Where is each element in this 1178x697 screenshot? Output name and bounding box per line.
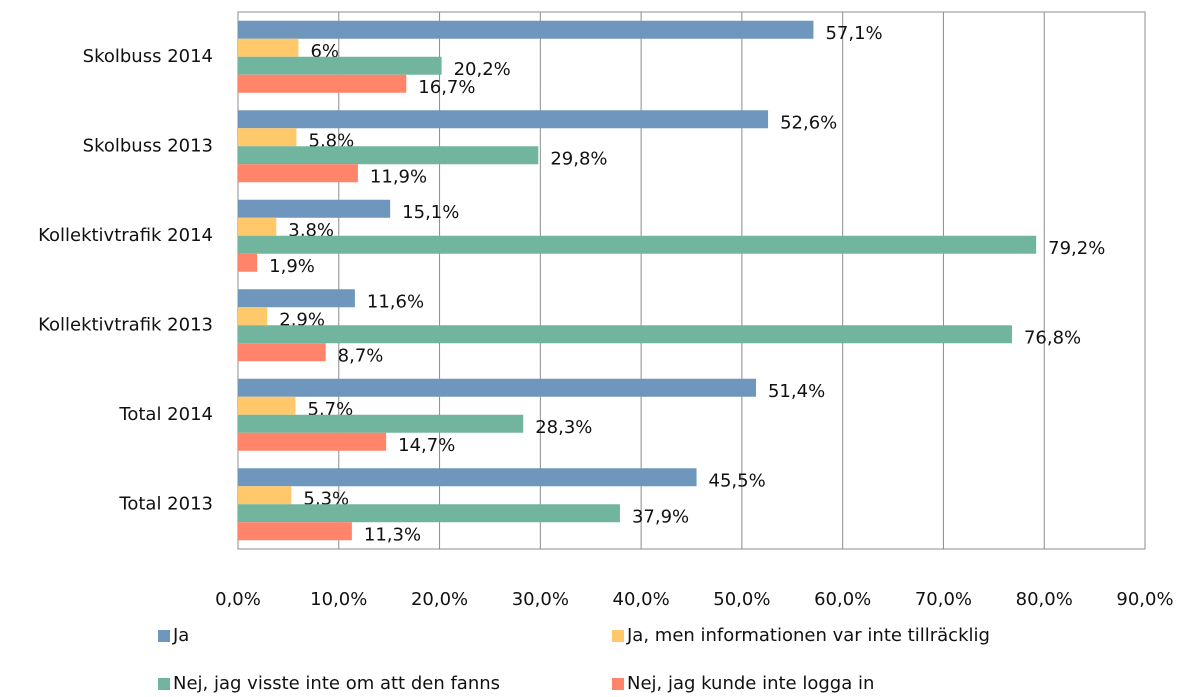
- value-label: 29,8%: [550, 148, 607, 169]
- bar: [238, 38, 299, 57]
- value-label: 16,7%: [418, 77, 475, 98]
- bar: [238, 325, 1012, 344]
- legend-label: Nej, jag kunde inte logga in: [627, 673, 874, 694]
- bar: [238, 235, 1037, 254]
- x-tick-label: 60,0%: [814, 589, 871, 610]
- x-tick-label: 10,0%: [310, 589, 367, 610]
- value-label: 52,6%: [780, 112, 837, 133]
- value-label: 6%: [310, 41, 339, 62]
- x-tick-label: 0,0%: [215, 589, 261, 610]
- value-label: 14,7%: [398, 435, 455, 456]
- value-label: 11,3%: [364, 524, 421, 545]
- legend-swatch: [612, 630, 624, 642]
- bar: [238, 522, 352, 541]
- x-tick-label: 40,0%: [613, 589, 670, 610]
- y-tick-label: Kollektivtrafik 2014: [38, 225, 213, 246]
- x-tick-label: 90,0%: [1116, 589, 1173, 610]
- x-tick-label: 70,0%: [915, 589, 972, 610]
- bar: [238, 468, 697, 487]
- legend-swatch: [612, 678, 624, 690]
- bar: [238, 343, 326, 362]
- bar: [238, 110, 769, 129]
- plot-border: [237, 11, 1146, 550]
- y-tick-label: Total 2014: [118, 404, 213, 425]
- value-label: 1,9%: [269, 256, 315, 277]
- value-label: 11,9%: [370, 166, 427, 187]
- value-label: 2,9%: [279, 309, 325, 330]
- bar: [238, 164, 358, 183]
- bar: [238, 289, 355, 308]
- legend-label: Nej, jag visste inte om att den fanns: [173, 673, 500, 694]
- bar: [238, 74, 407, 93]
- bar: [238, 504, 620, 523]
- value-label: 15,1%: [402, 202, 459, 223]
- bar: [238, 486, 292, 505]
- value-label: 37,9%: [632, 506, 689, 527]
- value-label: 5,7%: [307, 399, 353, 420]
- value-label: 5,3%: [303, 488, 349, 509]
- bar: [238, 128, 297, 147]
- bar: [238, 199, 391, 218]
- bar: [238, 253, 258, 272]
- bar: [238, 56, 442, 75]
- bar: [238, 217, 277, 236]
- value-label: 20,2%: [454, 59, 511, 80]
- value-label: 3,8%: [288, 220, 334, 241]
- legend-swatch: [158, 630, 170, 642]
- legend-label: Ja: [172, 625, 189, 646]
- x-tick-label: 50,0%: [713, 589, 770, 610]
- x-tick-label: 20,0%: [411, 589, 468, 610]
- y-tick-label: Skolbuss 2014: [83, 46, 213, 67]
- value-label: 45,5%: [709, 470, 766, 491]
- bar: [238, 307, 268, 326]
- x-tick-label: 80,0%: [1016, 589, 1073, 610]
- bar: [238, 432, 387, 451]
- bar: [238, 414, 524, 433]
- y-tick-label: Skolbuss 2013: [83, 135, 213, 156]
- y-tick-label: Kollektivtrafik 2013: [38, 314, 213, 335]
- value-label: 79,2%: [1048, 238, 1105, 259]
- bar: [238, 20, 814, 39]
- legend-swatch: [158, 678, 170, 690]
- value-label: 5,8%: [308, 130, 354, 151]
- value-label: 28,3%: [535, 417, 592, 438]
- value-label: 76,8%: [1024, 327, 1081, 348]
- value-label: 57,1%: [825, 23, 882, 44]
- value-label: 51,4%: [768, 381, 825, 402]
- x-tick-label: 30,0%: [512, 589, 569, 610]
- legend-label: Ja, men informationen var inte tillräckl…: [626, 625, 990, 646]
- bar: [238, 146, 539, 165]
- value-label: 8,7%: [338, 345, 384, 366]
- value-label: 11,6%: [367, 291, 424, 312]
- bar: [238, 396, 296, 415]
- y-tick-label: Total 2013: [118, 493, 213, 514]
- bar: [238, 378, 756, 397]
